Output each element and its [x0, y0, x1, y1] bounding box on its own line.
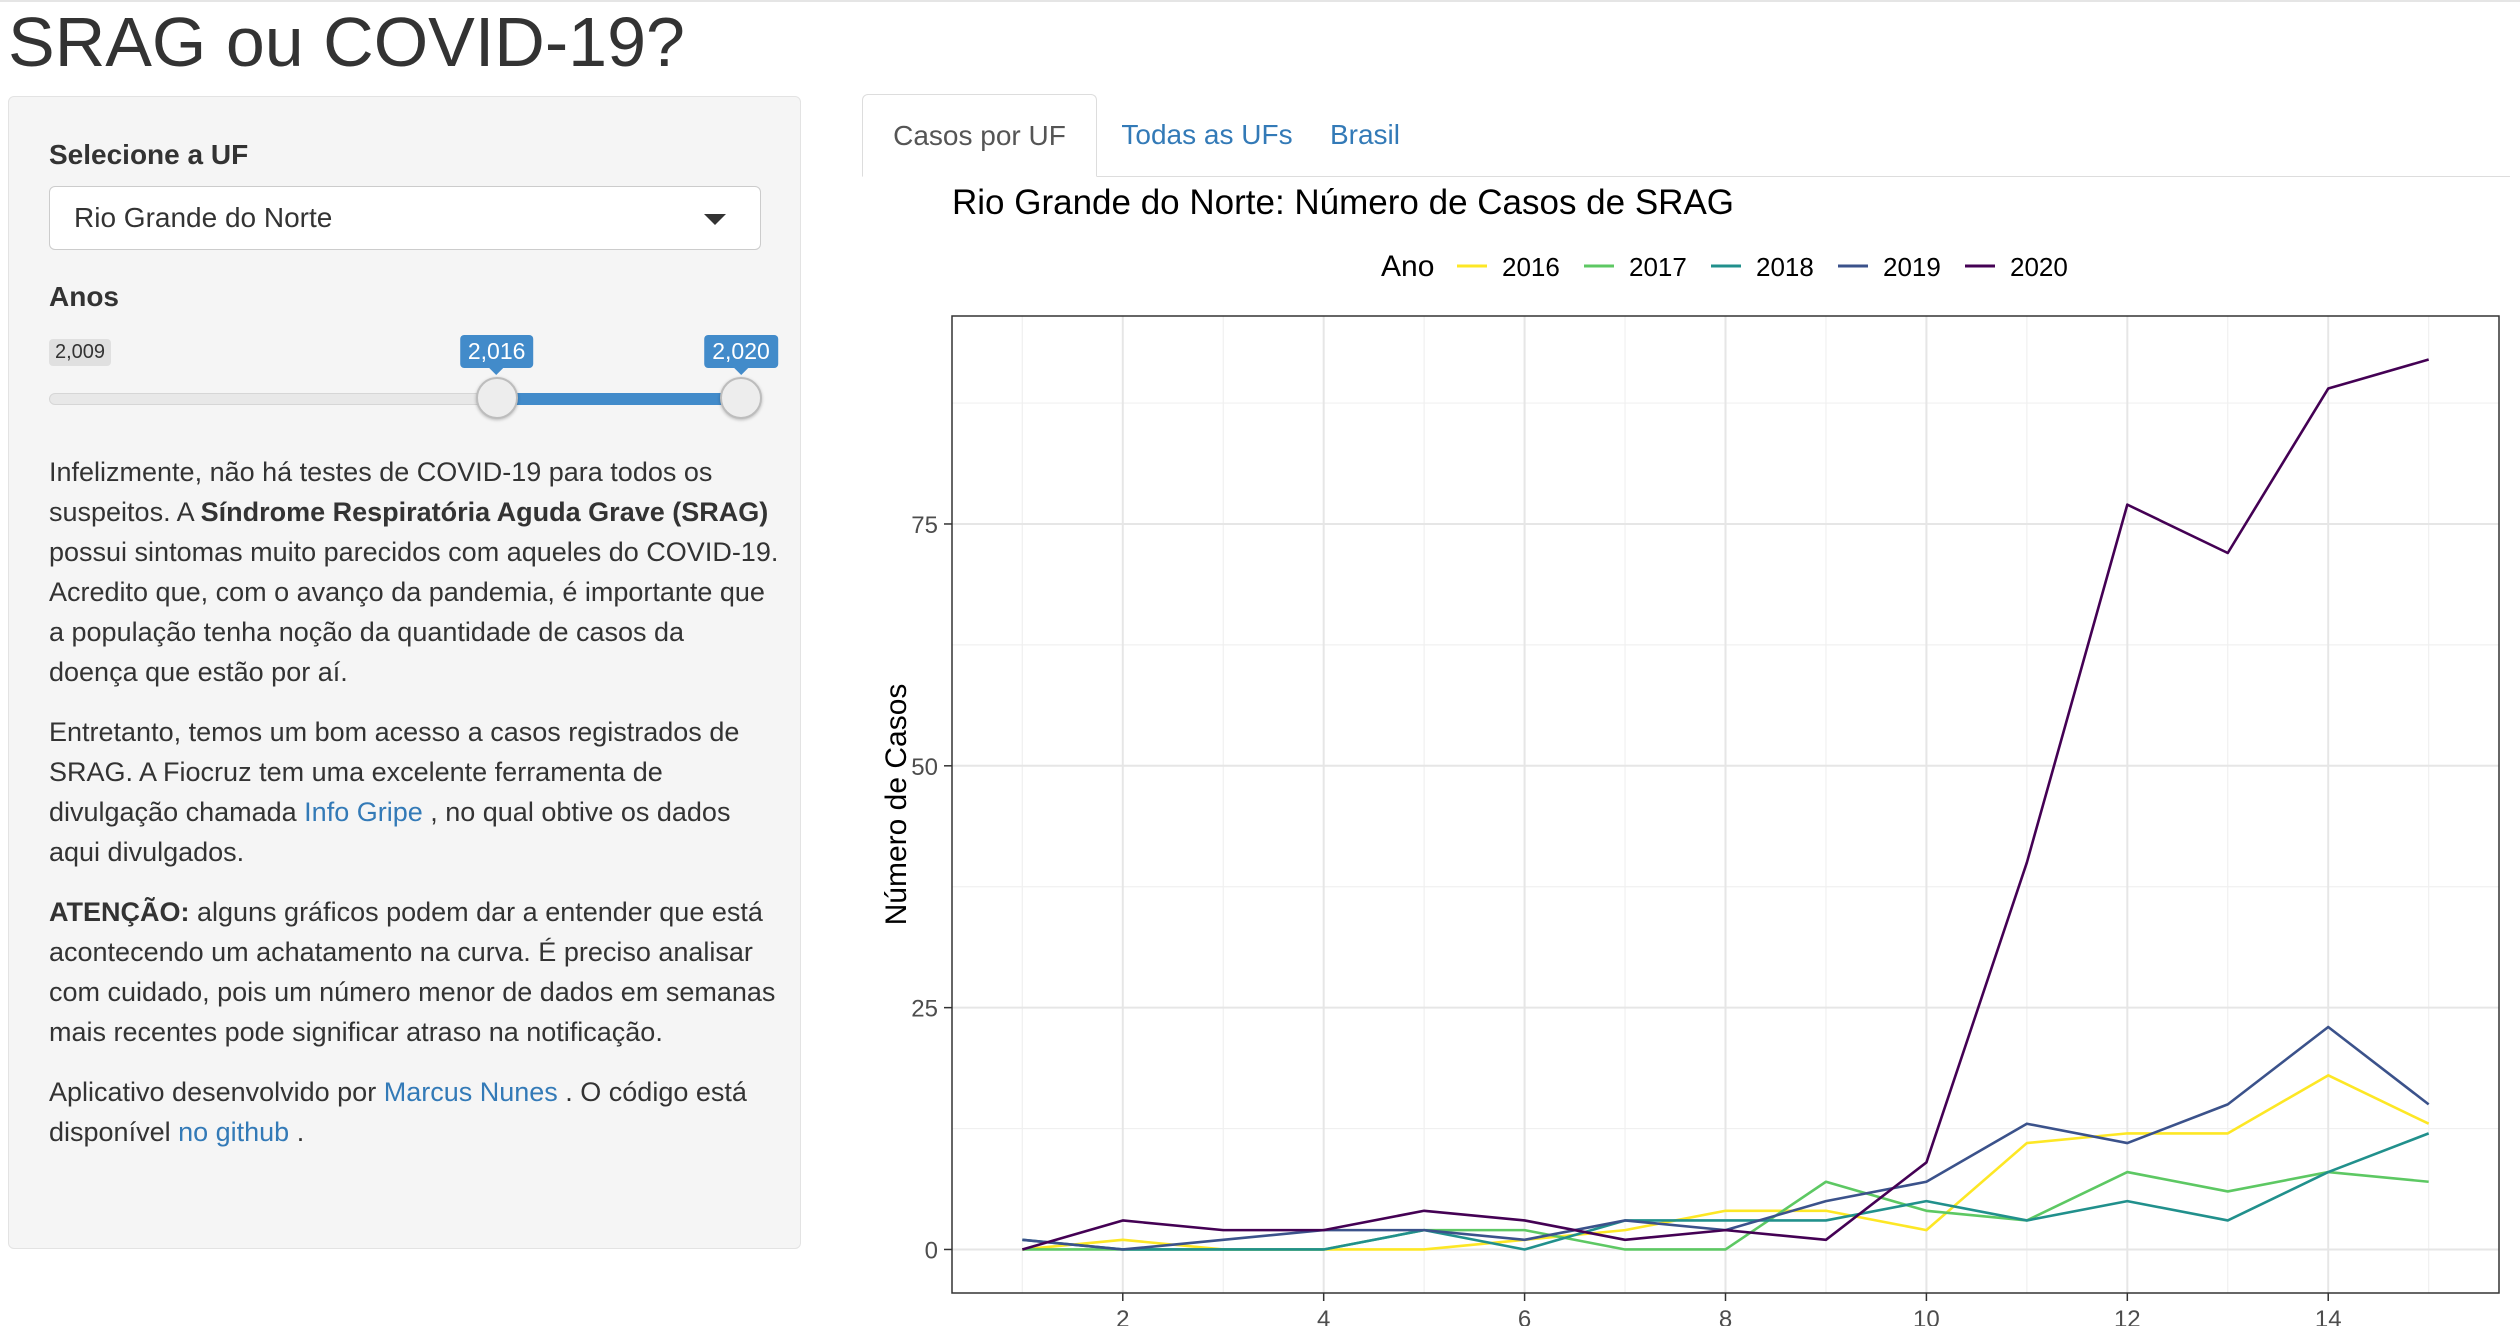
author-link[interactable]: Marcus Nunes — [383, 1077, 558, 1107]
x-tick-label: 12 — [2114, 1306, 2141, 1326]
legend-label-2018: 2018 — [1756, 252, 1814, 282]
series-line-2020 — [1021, 358, 2430, 1251]
anos-range-slider[interactable]: 2,009 2,016 2,020 — [49, 335, 778, 445]
y-tick-label: 50 — [911, 754, 938, 781]
plot-border — [951, 315, 2500, 1294]
slider-selected-range — [496, 393, 741, 405]
legend-label-2017: 2017 — [1629, 252, 1687, 282]
legend-title: Ano — [1381, 250, 1434, 283]
x-tick-label: 2 — [1116, 1306, 1129, 1326]
description-text: Infelizmente, não há testes de COVID-19 … — [49, 452, 779, 1172]
uf-select-value: Rio Grande do Norte — [74, 202, 333, 233]
uf-select-label: Selecione a UF — [49, 139, 249, 170]
tab-casos-por-uf[interactable]: Casos por UF — [862, 94, 1097, 177]
slider-handle-to[interactable] — [720, 377, 762, 419]
y-tick-label: 25 — [911, 996, 938, 1023]
chart-title: Rio Grande do Norte: Número de Casos de … — [952, 183, 1734, 222]
x-tick-label: 10 — [1913, 1306, 1940, 1326]
paragraph-warning: ATENÇÃO: alguns gráficos podem dar a ent… — [49, 897, 776, 1047]
info-gripe-link[interactable]: Info Gripe — [304, 797, 423, 827]
y-tick-label: 0 — [925, 1237, 938, 1264]
top-border — [0, 0, 2520, 2]
x-tick-label: 6 — [1518, 1306, 1531, 1326]
tab-brasil[interactable]: Brasil — [1329, 119, 1400, 150]
y-axis-label: Número de Casos — [880, 684, 913, 926]
anos-slider-label: Anos — [49, 281, 119, 312]
paragraph-intro: Infelizmente, não há testes de COVID-19 … — [49, 457, 779, 687]
tab-todas-as-ufs[interactable]: Todas as UFs — [1121, 119, 1293, 150]
x-tick-label: 14 — [2315, 1306, 2342, 1326]
legend-label-2020: 2020 — [2010, 252, 2068, 282]
y-tick-label: 75 — [911, 512, 938, 539]
tab-bar: Casos por UF Todas as UFs Brasil — [862, 94, 2510, 177]
slider-from-value: 2,016 — [459, 335, 534, 375]
chevron-down-icon — [704, 214, 726, 225]
paragraph-credits: Aplicativo desenvolvido por Marcus Nunes… — [49, 1077, 747, 1147]
x-tick-label: 4 — [1317, 1306, 1330, 1326]
x-tick-label: 8 — [1719, 1306, 1732, 1326]
legend-label-2019: 2019 — [1883, 252, 1941, 282]
sidebar-panel: Selecione a UF Rio Grande do Norte Anos … — [8, 96, 801, 1249]
github-link[interactable]: no github — [178, 1117, 290, 1147]
legend-label-2016: 2016 — [1502, 252, 1560, 282]
series-line-2018 — [1022, 1132, 2430, 1251]
uf-select[interactable]: Rio Grande do Norte — [49, 186, 761, 250]
srag-line-chart: Rio Grande do Norte: Número de Casos de … — [880, 183, 2500, 1326]
slider-handle-from[interactable] — [475, 377, 518, 419]
paragraph-source: Entretanto, temos um bom acesso a casos … — [49, 717, 740, 867]
slider-min-label: 2,009 — [49, 339, 112, 366]
slider-to-value: 2,020 — [704, 335, 778, 375]
page-title: SRAG ou COVID-19? — [8, 3, 685, 81]
